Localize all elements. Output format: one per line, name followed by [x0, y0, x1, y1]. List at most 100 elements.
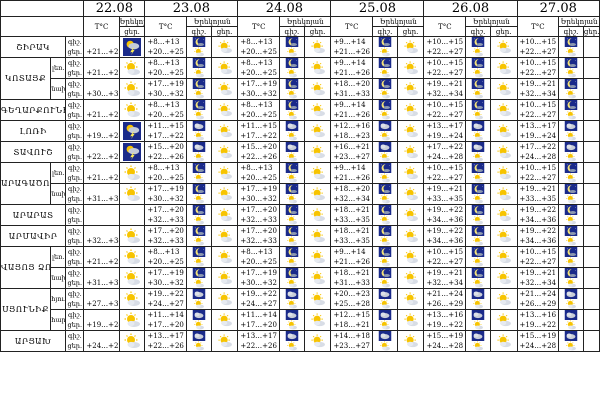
night-icon-cell	[396, 288, 425, 310]
cloudy-night-icon	[378, 310, 392, 320]
night-temp: +10…+15	[426, 164, 464, 172]
cloudy-night-icon	[285, 142, 299, 152]
night-temp: +11…+15	[240, 122, 277, 130]
forecast-row: ԱՐԱԳԱԾՈՏՆլեռ.գիշ. ցեր. +21…+26 +8…+13 +20…+…	[0, 162, 600, 205]
temp-cell: +21…+26	[83, 162, 120, 184]
sun-icon	[566, 89, 577, 99]
night-label: գիշ.	[67, 101, 82, 109]
time-of-day-cell: գիշ. ցեր.	[65, 309, 85, 331]
sun-icon	[497, 103, 511, 117]
day-temp: +19…+22	[519, 321, 557, 329]
temp-cell: +27…+30	[83, 288, 120, 310]
sun-icon	[404, 145, 418, 159]
day-temp: +20…+25	[240, 258, 277, 266]
temp-cell: +19…+22 +24…+27	[144, 288, 188, 310]
evening-icon-cell	[558, 246, 584, 268]
temp-spacer	[86, 311, 118, 321]
night-icon-cell	[396, 204, 425, 226]
night-icon-cell	[210, 246, 239, 268]
evening-icon-cell	[558, 162, 584, 184]
night-icon-cell	[210, 204, 239, 226]
temp-cell: +20…+23 +25…+28	[330, 288, 374, 310]
sun-icon	[566, 299, 577, 309]
sun-icon	[124, 249, 141, 264]
evening-icon-cell	[558, 141, 584, 163]
evening-icon-cell	[372, 246, 398, 268]
day-label: ցեր.	[67, 279, 83, 287]
night-icon-cell	[582, 141, 600, 163]
day-temp: +30…+32	[147, 90, 184, 98]
night-icon-cell	[489, 183, 518, 205]
night-icon-cell	[396, 99, 425, 121]
moon-icon	[471, 184, 485, 194]
sun-icon	[311, 208, 325, 222]
day-temp: +20…+25	[147, 258, 184, 266]
moon-icon	[564, 184, 578, 194]
day-temp: +22…+27	[519, 174, 557, 182]
moon-icon	[471, 205, 485, 215]
sun-icon	[287, 320, 297, 330]
day-temp: +33…+35	[426, 195, 464, 203]
evening-header: Երեկոյ.	[118, 16, 146, 27]
moon-icon	[378, 79, 392, 89]
day-temp: +30…+32	[147, 279, 184, 287]
temp-cell: +17…+19 +30…+32	[237, 267, 281, 289]
moon-icon	[378, 100, 392, 110]
evening-icon-cell	[558, 120, 584, 142]
sun-icon	[287, 194, 297, 204]
temp-spacer	[86, 248, 118, 258]
temp-cell: +19…+22 +24…+27	[237, 288, 281, 310]
sun-icon	[124, 102, 141, 117]
night-temp: +9…+14	[333, 38, 366, 46]
sun-icon	[380, 68, 390, 78]
evening-icon-cell	[279, 288, 305, 310]
night-icon-cell	[396, 36, 425, 58]
temp-cell: +10…+15 +22…+27	[423, 57, 467, 79]
night-temp: +10…+15	[426, 59, 464, 67]
night-temp: +9…+14	[333, 248, 366, 256]
night-icon-cell	[303, 120, 332, 142]
storm-icon	[123, 122, 142, 140]
night-icon-cell	[396, 330, 425, 352]
corner-cell-2	[0, 16, 85, 37]
forecast-row: նախ.գիշ.ցեր. +30…+32+17…+19+30…+32+17…+1…	[1, 78, 600, 100]
temp-cell: +17…+19 +30…+32	[144, 183, 188, 205]
day-temp: +21…+26	[86, 174, 119, 182]
moon-icon	[471, 58, 485, 68]
evening-icon-cell	[465, 57, 491, 79]
temp-spacer	[86, 210, 118, 220]
day-temp: +21…+26	[333, 69, 370, 77]
sun-icon	[404, 271, 418, 285]
day-temp: +21…+26	[333, 174, 370, 182]
night-temp: +17…+19	[147, 269, 184, 277]
sun-icon	[473, 215, 483, 225]
night-temp: +13…+17	[240, 332, 277, 340]
temp-spacer	[86, 269, 118, 279]
sun-icon	[380, 257, 390, 267]
evening-icon-cell	[186, 36, 212, 58]
temp-cell: +8…+13 +20…+25	[237, 36, 281, 58]
cloudy-night-icon	[192, 121, 206, 131]
forecast-row: նախ.գիշ.ցեր. +31…+33+17…+19+30…+32+17…+1…	[1, 267, 600, 289]
night-temp: +18…+20	[333, 80, 370, 88]
sun-icon	[287, 236, 297, 246]
day-label: ցեր.	[67, 321, 83, 329]
night-icon-cell	[396, 267, 425, 289]
night-temp: +17…+20	[147, 227, 184, 235]
temp-cell: +17…+20 +32…+33	[237, 204, 281, 226]
day-temp: +21…+26	[86, 69, 119, 77]
sun-icon	[311, 229, 325, 243]
cloudy-night-icon	[564, 310, 578, 320]
sun-icon	[311, 82, 325, 96]
sun-icon	[217, 166, 232, 180]
night-label: գիշ.	[67, 332, 82, 340]
moon-icon	[471, 100, 485, 110]
day-temp: +22…+26	[240, 342, 277, 350]
sun-icon	[380, 215, 390, 225]
night-label: գիշ.	[67, 122, 82, 130]
night-label: գիշ.	[67, 227, 82, 235]
sun-icon	[473, 194, 483, 204]
sun-icon	[217, 40, 232, 54]
sun-icon	[311, 103, 325, 117]
night-icon-cell	[489, 267, 518, 289]
